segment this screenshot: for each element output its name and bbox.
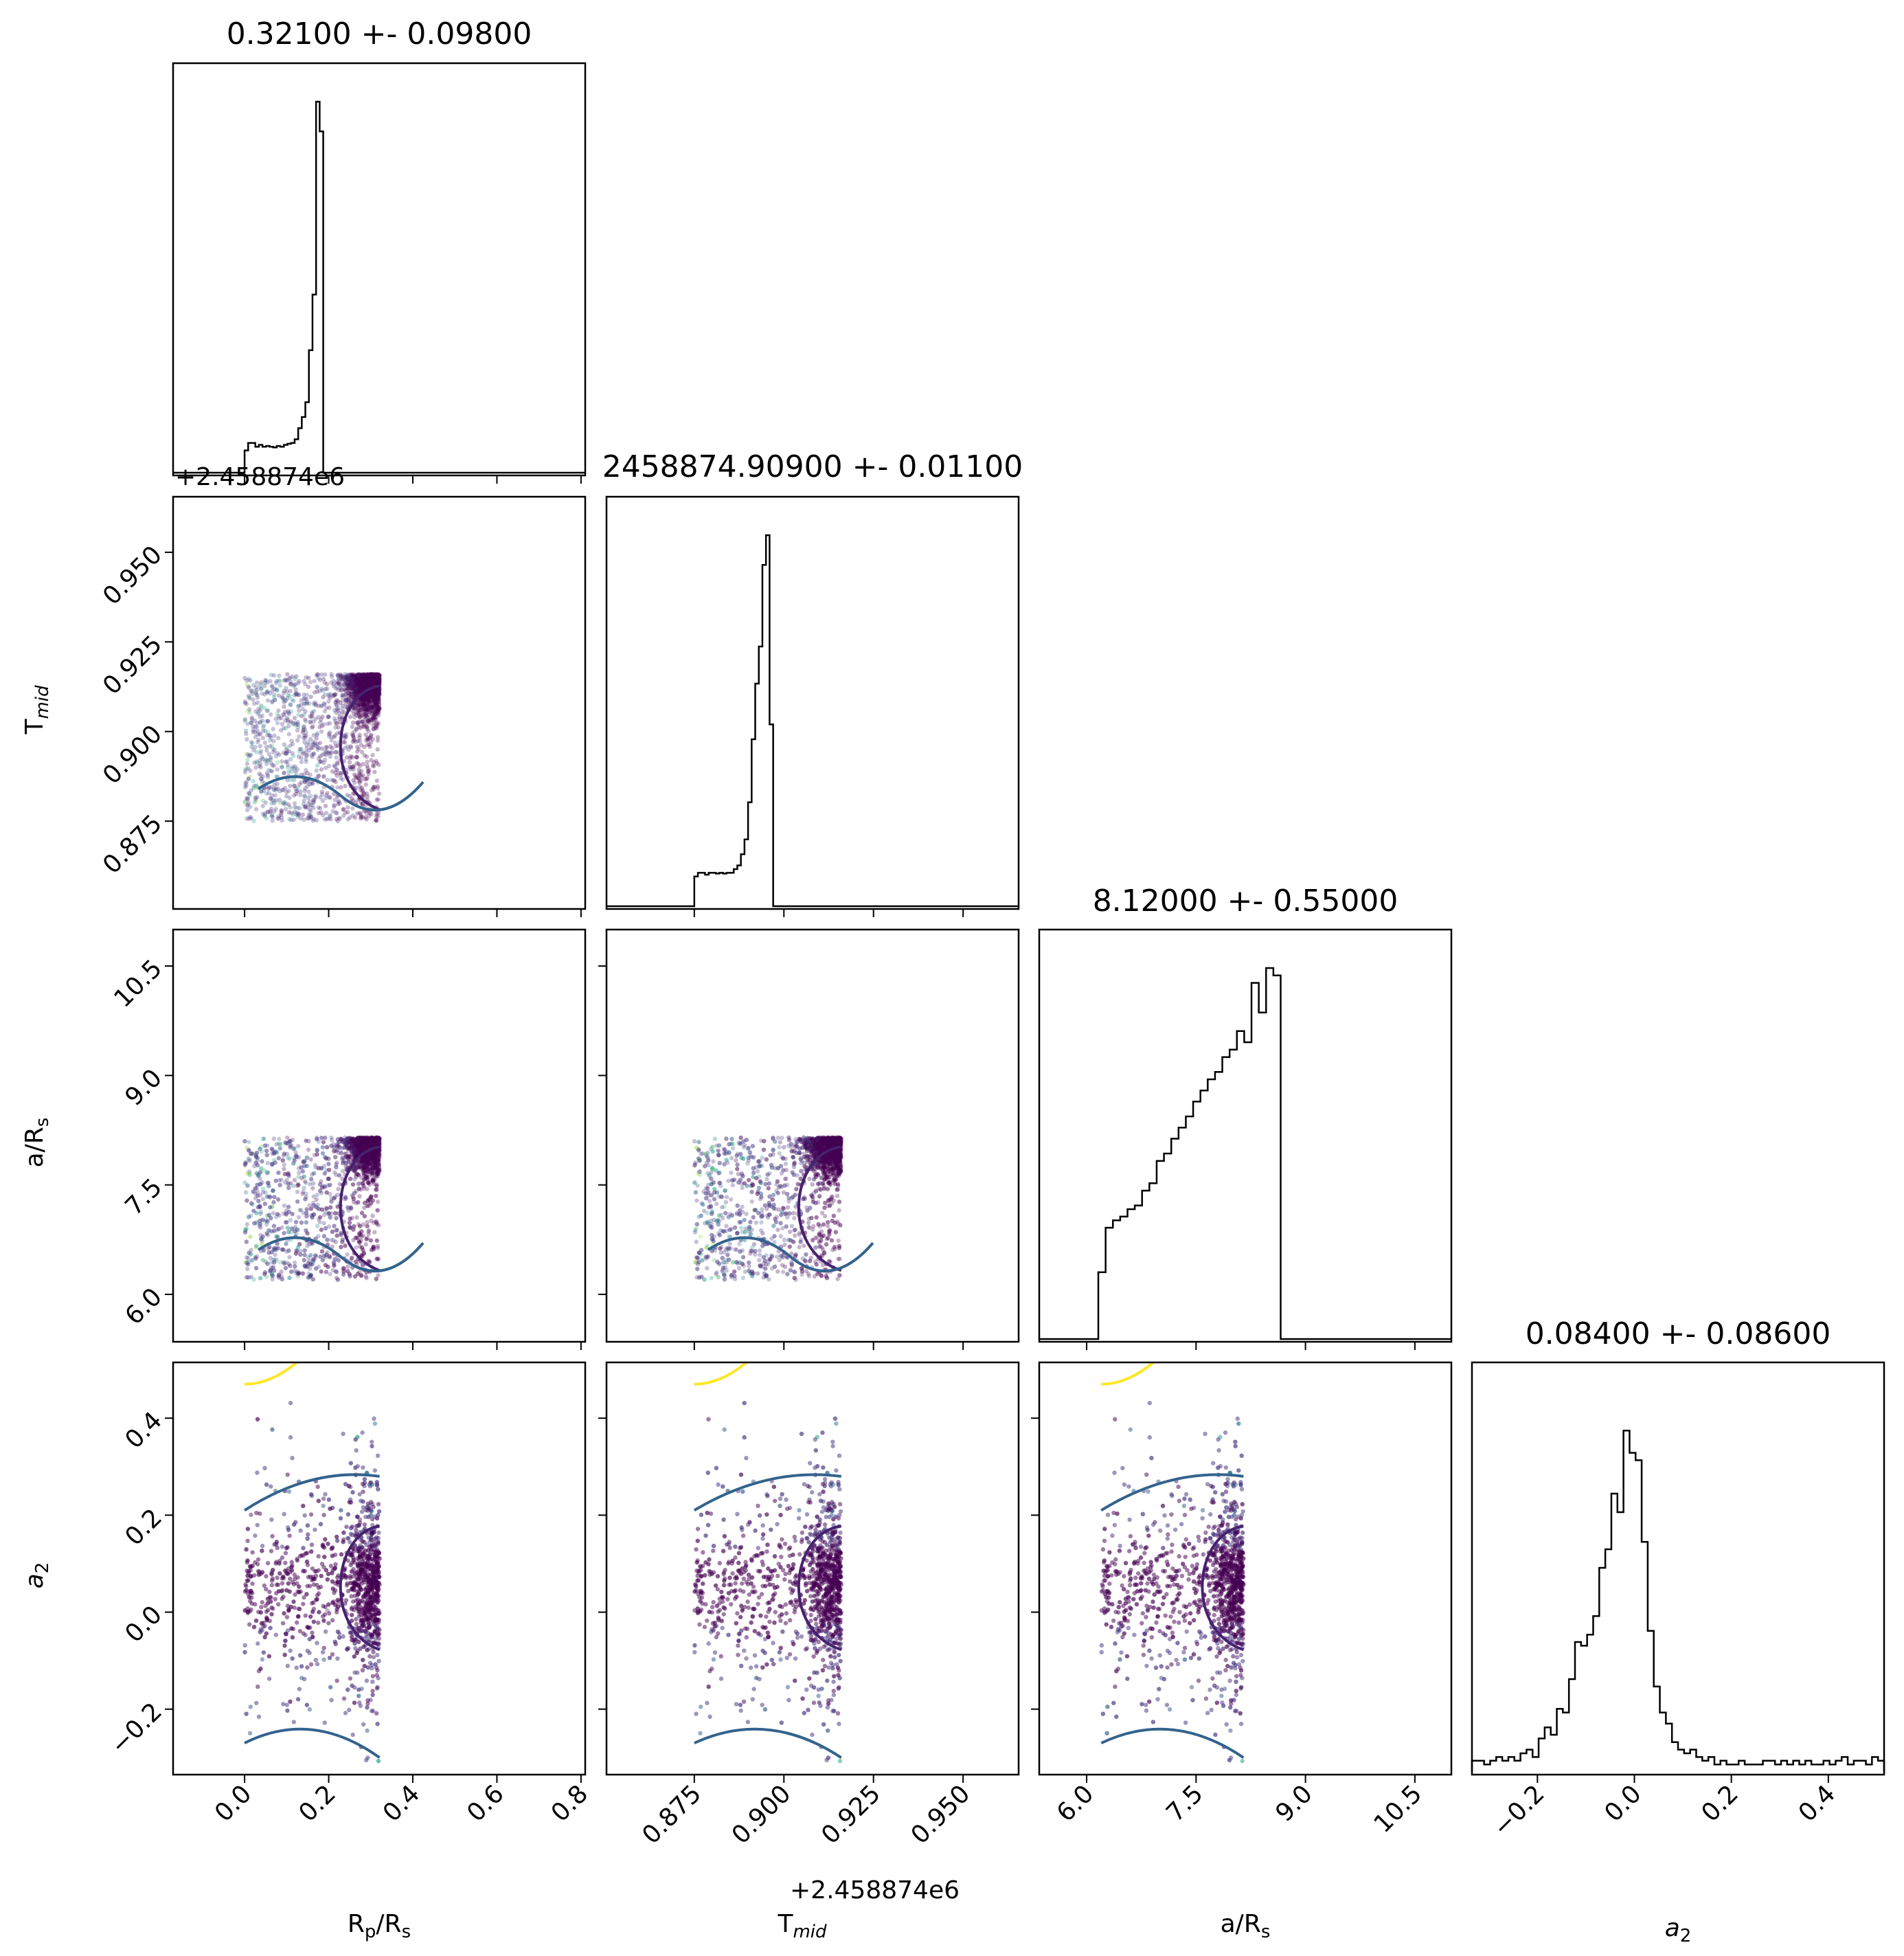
panel-ars-vs-tmid (605, 928, 1020, 1343)
contour-middle (1100, 1727, 1245, 1759)
contour-inner (797, 1145, 842, 1272)
contour-inner (339, 684, 381, 811)
panel-a2-vs-a2 (1471, 1361, 1885, 1776)
contour-middle (707, 1236, 874, 1272)
axes-frame (172, 62, 587, 477)
axes-frame (1471, 1361, 1885, 1776)
contour-middle (257, 775, 424, 811)
histogram-rp (173, 100, 585, 474)
panel-a2-vs-rp (172, 1361, 587, 1776)
contour-outer (245, 1362, 299, 1386)
panel-a2-vs-tmid (605, 1361, 1020, 1776)
axes-frame (605, 1361, 1020, 1776)
contour-inner (797, 1525, 842, 1652)
title-tmid: 2458874.90900 +- 0.01100 (602, 449, 1023, 484)
xlabel-rp-rs: Rp/Rs (348, 1910, 411, 1942)
x-offset-tmid-axis: +2.458874e6 (790, 1876, 960, 1904)
scatter-a2-vs-rp (242, 1362, 382, 1764)
scatter-tmid-vs-rp (242, 672, 424, 824)
contour-inner (339, 1145, 381, 1272)
title-a-rs: 8.12000 +- 0.55000 (1093, 884, 1398, 919)
histogram-ars (1039, 967, 1451, 1340)
panel-rp-vs-rp (172, 62, 587, 477)
panel-tmid-vs-rp (172, 495, 587, 910)
axes-frame (172, 1361, 587, 1776)
axes-frame (1038, 1361, 1453, 1776)
axes-frame (172, 495, 587, 910)
scatter-ars-vs-rp (242, 1135, 424, 1282)
contour-inner (1201, 1525, 1245, 1652)
contour-middle (1100, 1473, 1244, 1511)
histogram-tmid (607, 534, 1019, 908)
title-rp-rs: 0.32100 +- 0.09800 (227, 16, 532, 52)
contour-middle (693, 1473, 842, 1512)
x-offset-rp-panel: +2.458874e6 (175, 463, 345, 491)
contour-middle (244, 1727, 381, 1759)
panel-tmid-vs-tmid (605, 495, 1020, 910)
axes-frame (605, 928, 1020, 1343)
contour-outer (694, 1362, 749, 1386)
axes-frame (1038, 928, 1453, 1343)
contour-middle (693, 1727, 842, 1759)
title-a2: 0.08400 +- 0.08600 (1526, 1316, 1831, 1351)
contour-inner (339, 1525, 381, 1652)
axes-frame (605, 495, 1020, 910)
contour-middle (257, 1236, 424, 1272)
histogram-a2 (1471, 1429, 1885, 1772)
scatter-a2-vs-tmid (692, 1362, 843, 1764)
panel-ars-vs-rp (172, 928, 587, 1343)
contour-middle (243, 1473, 380, 1511)
panel-a2-vs-ars (1038, 1361, 1453, 1776)
panel-ars-vs-ars (1038, 928, 1453, 1343)
contour-outer (1101, 1362, 1156, 1386)
axes-frame (172, 928, 587, 1343)
scatter-ars-vs-tmid (692, 1135, 874, 1282)
scatter-a2-vs-ars (1099, 1362, 1246, 1764)
